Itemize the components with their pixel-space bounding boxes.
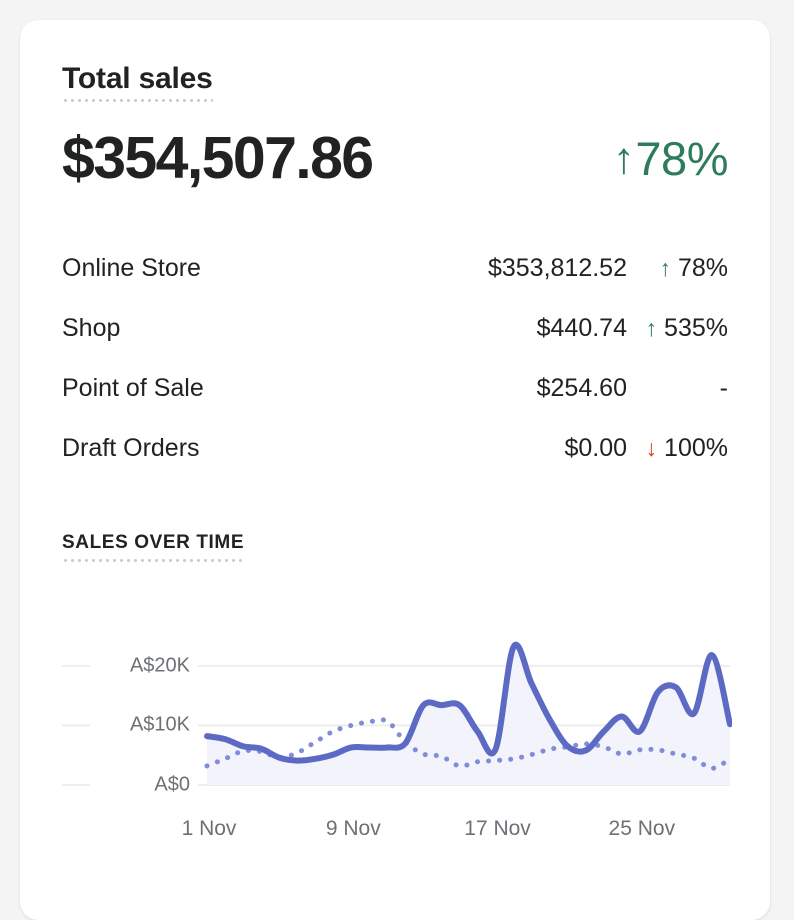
sales-over-time-chart[interactable]: A$0 A$10K A$20K 1 Nov 9 Nov 17 Nov 25 Nov — [62, 598, 732, 840]
arrow-up-icon: ↑ — [612, 133, 635, 183]
breakdown-row: Online Store $353,812.52 ↑ 78% — [62, 254, 728, 314]
hero-metric-row: $354,507.86 ↑ 78% — [62, 125, 729, 191]
x-axis-tick-label: 1 Nov — [181, 816, 237, 840]
breakdown-delta-value: 535% — [664, 313, 728, 342]
y-axis-tick-label: A$10K — [90, 713, 198, 737]
x-axis-tick-label: 17 Nov — [464, 816, 531, 840]
total-sales-delta: ↑ 78% — [612, 132, 729, 186]
breakdown-channel-name: Point of Sale — [62, 373, 204, 402]
x-axis-tick-label: 9 Nov — [325, 816, 381, 840]
breakdown-delta-value: 78% — [677, 253, 728, 282]
arrow-up-icon: ↑ — [659, 254, 671, 281]
breakdown-channel-delta: - — [627, 374, 728, 403]
arrow-down-icon: ↓ — [645, 434, 658, 461]
breakdown-channel-value: $353,812.52 — [487, 253, 627, 282]
y-axis-tick-label: A$20K — [90, 654, 198, 678]
breakdown-channel-value: $440.74 — [536, 313, 627, 342]
x-axis-tick-label: 25 Nov — [608, 816, 676, 840]
breakdown-channel-value: $0.00 — [564, 433, 627, 462]
breakdown-channel-delta: ↑ 535% — [627, 314, 728, 343]
arrow-up-icon: ↑ — [645, 314, 658, 341]
sales-over-time-section: SALES OVER TIME A$0 A$10K A$20K 1 Nov 9 Nov 1… — [62, 531, 732, 840]
chart-line-primary — [204, 641, 732, 764]
breakdown-channel-name: Draft Orders — [62, 433, 200, 462]
breakdown-channel-name: Shop — [62, 313, 121, 342]
breakdown-delta-value: 100% — [664, 433, 728, 462]
breakdown-row: Draft Orders $0.00 ↓ 100% — [62, 434, 728, 494]
total-sales-delta-value: 78% — [635, 132, 728, 186]
total-sales-card: Total sales $354,507.86 ↑ 78% Online Sto… — [20, 20, 770, 920]
breakdown-row: Point of Sale $254.60 - — [62, 374, 728, 434]
y-axis-tick-label: A$0 — [90, 773, 198, 797]
page-title: Total sales — [62, 62, 213, 102]
breakdown-channel-delta: ↑ 78% — [627, 254, 728, 283]
breakdown-row: Shop $440.74 ↑ 535% — [62, 314, 728, 374]
sales-over-time-title: SALES OVER TIME — [62, 531, 245, 562]
chart-line-comparison — [204, 717, 732, 771]
sales-breakdown-list: Online Store $353,812.52 ↑ 78% Shop $440.74 ↑ 5… — [62, 254, 728, 494]
total-sales-amount: $354,507.86 — [62, 125, 374, 191]
breakdown-delta-value: - — [719, 373, 728, 402]
breakdown-channel-delta: ↓ 100% — [627, 434, 728, 463]
breakdown-channel-value: $254.60 — [536, 373, 627, 402]
breakdown-channel-name: Online Store — [62, 253, 201, 282]
chart-area-fill — [207, 644, 730, 785]
